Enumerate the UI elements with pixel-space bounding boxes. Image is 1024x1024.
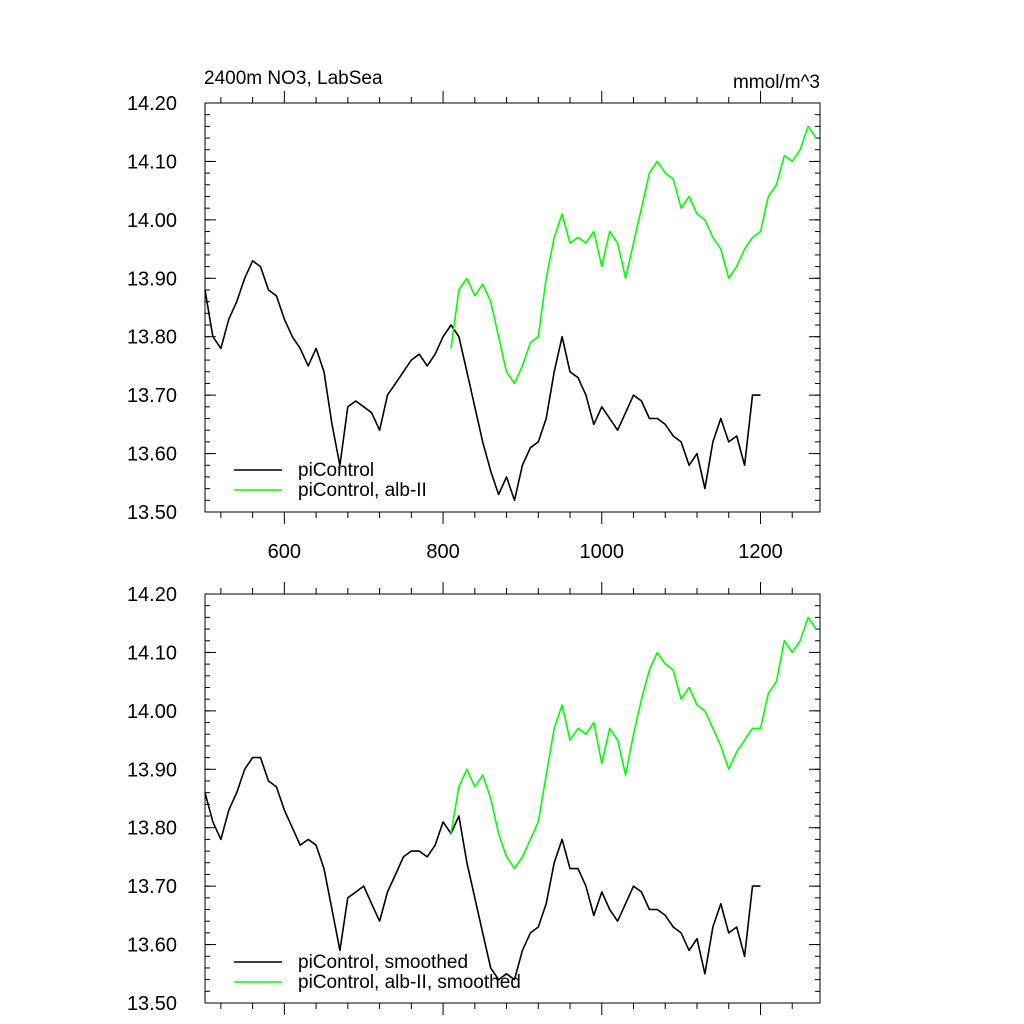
bottom-y-tick-label: 13.80 [127, 818, 177, 840]
top-x-tick-label: 600 [268, 541, 301, 563]
top-plot-frame [204, 102, 821, 513]
top-series-line-1 [450, 125, 817, 385]
bottom-y-tick-label: 13.60 [127, 935, 177, 957]
top-y-tick-label: 14.10 [127, 151, 177, 173]
bottom-panel: 13.50 13.60 13.70 13.80 13.90 14.00 14.10 14.20… [127, 582, 821, 1015]
top-series [204, 125, 817, 502]
top-y-tick-label: 14.20 [127, 93, 177, 115]
top-x-tick-label: 800 [426, 541, 459, 563]
bottom-y-tick-label: 14.20 [127, 584, 177, 606]
bottom-y-tick-label: 14.10 [127, 642, 177, 664]
bottom-legend-label-0: piControl, smoothed [298, 952, 468, 973]
bottom-legend-label-1: piControl, alb-II, smoothed [298, 972, 521, 993]
top-legend-label-1: piControl, alb-II [298, 480, 427, 501]
top-y-tick-label: 13.50 [127, 502, 177, 524]
top-x-tick-label: 1200 [738, 541, 783, 563]
top-x-tick-label: 1000 [580, 541, 625, 563]
bottom-y-tick-label: 13.70 [127, 876, 177, 898]
top-y-tick-label: 13.70 [127, 385, 177, 407]
bottom-series-line-1 [450, 616, 817, 870]
top-panel-title-right: mmol/m^3 [733, 72, 820, 93]
top-y-tick-label: 13.80 [127, 327, 177, 349]
top-y-tick-label: 13.60 [127, 444, 177, 466]
top-panel: 2400m NO3, LabSea mmol/m^3 13.5013.6013.… [127, 68, 821, 563]
top-y-tick-label: 14.00 [127, 210, 177, 232]
bottom-y-tick-label: 13.90 [127, 759, 177, 781]
top-panel-title-left: 2400m NO3, LabSea [204, 68, 383, 89]
bottom-series-line-0 [204, 756, 761, 981]
top-y-tick-label: 13.90 [127, 268, 177, 290]
bottom-y-tick-label: 14.00 [127, 701, 177, 723]
bottom-y-tick-label: 13.50 [127, 993, 177, 1015]
top-ticks: 13.50 13.60 13.70 13.80 13.90 14.00 14.10 14.20… [127, 91, 820, 563]
top-legend-label-0: piControl [298, 460, 374, 481]
top-series-line-0 [204, 259, 761, 502]
bottom-plot-frame [204, 593, 821, 1004]
bottom-ticks: 13.50 13.60 13.70 13.80 13.90 14.00 14.10 14.20 [127, 582, 820, 1015]
bottom-series [204, 616, 817, 981]
